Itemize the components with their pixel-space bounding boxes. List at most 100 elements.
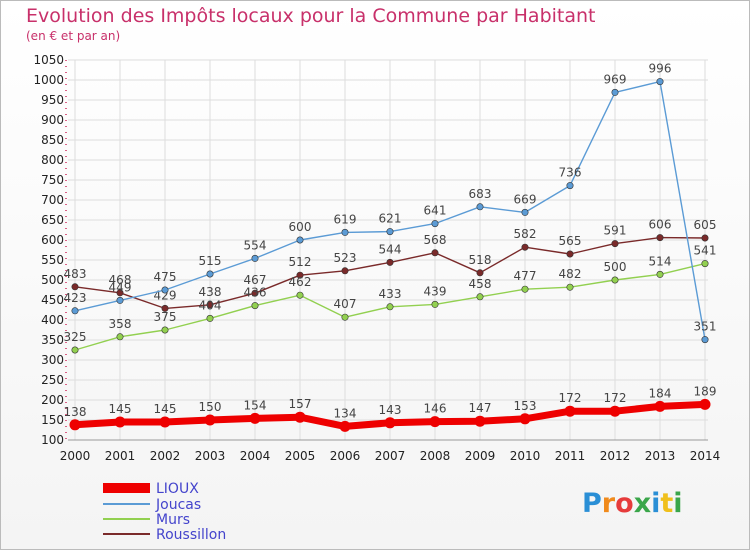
point-lioux — [114, 416, 126, 428]
point-roussillon — [521, 243, 529, 251]
point-roussillon — [71, 283, 79, 291]
data-label-murs: 439 — [424, 284, 447, 298]
x-tick-label: 2005 — [285, 449, 316, 463]
y-tick-label: 400 — [41, 313, 64, 327]
point-murs — [161, 326, 169, 334]
data-label-lioux: 154 — [244, 398, 267, 412]
y-tick-label: 150 — [41, 413, 64, 427]
point-lioux — [204, 414, 216, 426]
point-murs — [476, 293, 484, 301]
y-tick-label: 750 — [41, 173, 64, 187]
data-label-roussillon: 438 — [199, 285, 222, 299]
point-murs — [656, 270, 664, 278]
data-label-roussillon: 468 — [109, 273, 132, 287]
data-label-lioux: 138 — [64, 405, 87, 419]
point-joucas — [701, 336, 709, 344]
point-lioux — [69, 419, 81, 431]
data-label-murs: 407 — [334, 297, 357, 311]
point-joucas — [296, 236, 304, 244]
data-label-lioux: 147 — [469, 401, 492, 415]
point-murs — [431, 300, 439, 308]
y-tick-label: 550 — [41, 253, 64, 267]
y-tick-label: 200 — [41, 393, 64, 407]
point-joucas — [476, 203, 484, 211]
x-tick-label: 2006 — [330, 449, 361, 463]
point-murs — [521, 285, 529, 293]
data-label-joucas: 449 — [109, 280, 132, 294]
x-tick-label: 2000 — [60, 449, 91, 463]
data-label-murs: 477 — [514, 269, 537, 283]
data-label-lioux: 172 — [604, 391, 627, 405]
data-label-joucas: 619 — [334, 212, 357, 226]
data-label-murs: 482 — [559, 267, 582, 281]
chart-title: Evolution des Impôts locaux pour la Comm… — [26, 5, 596, 27]
data-label-murs: 375 — [154, 310, 177, 324]
point-joucas — [341, 228, 349, 236]
chart-subtitle: (en € et par an) — [26, 29, 121, 43]
point-murs — [206, 314, 214, 322]
legend-label-joucas: Joucas — [155, 497, 201, 513]
y-tick-label: 800 — [41, 153, 64, 167]
y-tick-label: 350 — [41, 333, 64, 347]
y-tick-label: 1000 — [33, 73, 64, 87]
legend-label-roussillon: Roussillon — [156, 527, 226, 543]
point-lioux — [474, 415, 486, 427]
point-lioux — [429, 416, 441, 428]
point-lioux — [564, 405, 576, 417]
point-murs — [566, 283, 574, 291]
data-label-joucas: 351 — [694, 320, 717, 334]
point-joucas — [251, 254, 259, 262]
y-tick-label: 900 — [41, 113, 64, 127]
data-label-joucas: 969 — [604, 72, 627, 86]
x-tick-label: 2013 — [645, 449, 676, 463]
point-roussillon — [701, 234, 709, 242]
y-tick-label: 100 — [41, 433, 64, 447]
y-tick-label: 250 — [41, 373, 64, 387]
x-tick-label: 2010 — [510, 449, 541, 463]
point-joucas — [386, 228, 394, 236]
data-label-joucas: 621 — [379, 212, 402, 226]
x-tick-label: 2003 — [195, 449, 226, 463]
point-roussillon — [161, 304, 169, 312]
point-roussillon — [116, 289, 124, 297]
data-label-roussillon: 591 — [604, 224, 627, 238]
data-label-lioux: 172 — [559, 391, 582, 405]
data-label-roussillon: 582 — [514, 227, 537, 241]
x-tick-label: 2001 — [105, 449, 136, 463]
x-tick-label: 2008 — [420, 449, 451, 463]
data-label-murs: 358 — [109, 317, 132, 331]
data-label-murs: 514 — [649, 254, 672, 268]
data-label-roussillon: 605 — [694, 218, 717, 232]
point-roussillon — [206, 301, 214, 309]
data-label-joucas: 554 — [244, 238, 267, 252]
data-label-joucas: 683 — [469, 187, 492, 201]
point-lioux — [384, 417, 396, 429]
point-murs — [116, 333, 124, 341]
point-murs — [296, 291, 304, 299]
x-tick-label: 2002 — [150, 449, 181, 463]
point-roussillon — [386, 258, 394, 266]
point-roussillon — [431, 249, 439, 257]
point-joucas — [71, 307, 79, 315]
point-lioux — [159, 416, 171, 428]
data-label-roussillon: 568 — [424, 233, 447, 247]
proxiti-logo: Proxiti — [582, 488, 683, 519]
point-joucas — [431, 220, 439, 228]
x-tick-label: 2012 — [600, 449, 631, 463]
data-label-murs: 404 — [199, 298, 222, 312]
legend-label-lioux: LIOUX — [156, 481, 199, 497]
data-label-roussillon: 565 — [559, 234, 582, 248]
point-lioux — [249, 412, 261, 424]
y-tick-label: 450 — [41, 293, 64, 307]
y-tick-label: 650 — [41, 213, 64, 227]
data-label-joucas: 996 — [649, 62, 672, 76]
point-joucas — [206, 270, 214, 278]
data-label-joucas: 641 — [424, 204, 447, 218]
point-lioux — [519, 413, 531, 425]
data-label-joucas: 736 — [559, 166, 582, 180]
data-label-roussillon: 512 — [289, 255, 312, 269]
point-roussillon — [611, 240, 619, 248]
x-tick-label: 2009 — [465, 449, 496, 463]
data-label-lioux: 157 — [289, 397, 312, 411]
